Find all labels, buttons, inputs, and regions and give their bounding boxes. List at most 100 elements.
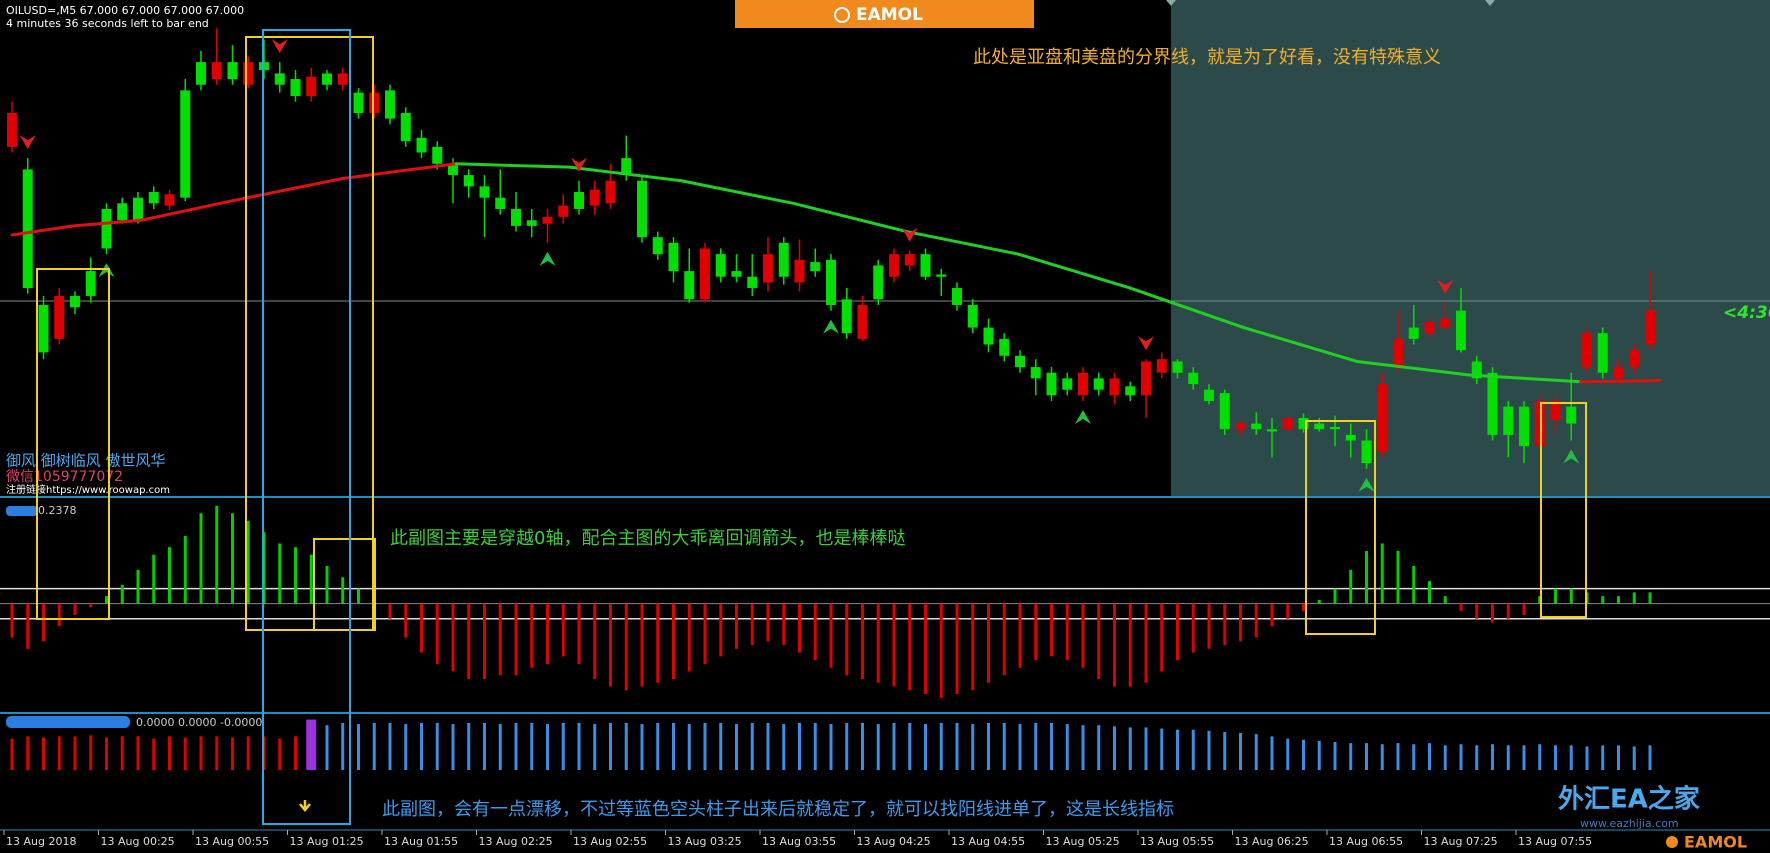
highlight-box: [1305, 420, 1376, 635]
candle-body: [1566, 406, 1577, 424]
logo-text: EAMOL: [856, 5, 923, 25]
candle-body: [1172, 361, 1183, 373]
candle-body: [810, 262, 821, 272]
candle-body: [1440, 318, 1451, 328]
marker: [1166, 0, 1176, 6]
time-label: 13 Aug 00:55: [195, 835, 269, 848]
candle-body: [85, 271, 96, 296]
moving-average: [1128, 286, 1246, 330]
candle-body: [180, 90, 191, 198]
candle-body: [369, 92, 380, 113]
time-label: 13 Aug 07:25: [1424, 835, 1498, 848]
candle-body: [1078, 372, 1088, 396]
candle-body: [684, 271, 695, 300]
candle-body: [1156, 359, 1167, 373]
candle-body: [1471, 361, 1482, 379]
candle-body: [542, 216, 553, 224]
candle-body: [432, 146, 443, 164]
corner-logo: EAMOL: [1684, 833, 1747, 852]
candle-body: [337, 73, 348, 85]
sell-arrow: [19, 135, 36, 150]
candle-body: [353, 92, 364, 113]
highlight-boxes: [36, 29, 1587, 825]
label-blur: [6, 716, 130, 728]
candle-body: [668, 242, 679, 272]
candle-body: [1219, 393, 1230, 430]
candle-body: [999, 338, 1010, 356]
moving-average: [341, 162, 458, 180]
down-arrow: [299, 800, 311, 812]
time-label: 13 Aug 06:55: [1329, 835, 1403, 848]
moving-average: [905, 230, 1020, 256]
moving-average: [679, 179, 795, 205]
candle-body: [1282, 417, 1293, 430]
candle-body: [1613, 367, 1624, 379]
candle-body: [1204, 389, 1214, 401]
candle-body: [794, 259, 805, 283]
highlight-box: [313, 538, 376, 631]
candle-body: [857, 304, 868, 339]
watermark: 微信1059777072: [6, 469, 123, 485]
candle-body: [652, 237, 663, 255]
moving-average: [1467, 373, 1583, 384]
watermark: 注册链接https://www.roowap.com: [6, 483, 170, 496]
candle-body: [1314, 423, 1325, 430]
label-blur: [6, 506, 38, 516]
buy-arrow: [98, 263, 115, 278]
candle-body: [1062, 378, 1073, 390]
candle-body: [621, 158, 632, 176]
time-axis: 13 Aug 2018 13 Aug 00:25 13 Aug 00:55 13 Au…: [3, 830, 1592, 848]
moving-average: [1579, 379, 1661, 384]
candle-body: [448, 163, 458, 176]
time-label: 13 Aug 06:25: [1235, 835, 1309, 848]
candle-body: [227, 62, 238, 80]
annotation: 此副图，会有一点漂移，不过等蓝色空头柱子出来后就稳定了，就可以找阳线进单了，这是…: [382, 799, 1174, 820]
candle-body: [1093, 378, 1104, 390]
symbol-line: OILUSD=,M5 67.000 67.000 67.000 67.000: [6, 4, 244, 17]
candle-body: [1109, 378, 1120, 396]
candle-body: [637, 180, 647, 238]
moving-average: [1355, 359, 1471, 377]
signal-bar: [306, 719, 317, 770]
indicator-value: 0.2378: [38, 504, 77, 517]
candle-body: [164, 194, 175, 206]
sell-arrow: [1437, 279, 1454, 294]
candle-body: [873, 265, 884, 300]
candle-body: [22, 169, 33, 289]
moving-average: [10, 224, 75, 237]
moving-average: [1016, 252, 1132, 290]
marker: [1485, 0, 1495, 6]
candle-body: [416, 137, 427, 153]
highlight-box: [245, 36, 374, 631]
candle-body: [1125, 386, 1136, 396]
sell-arrow: [271, 39, 288, 54]
bar-timer: 4 minutes 36 seconds left to bar end: [6, 17, 209, 30]
candle-body: [1267, 429, 1277, 432]
candle-body: [1345, 434, 1356, 441]
buy-arrow: [1358, 477, 1375, 492]
candle-body: [1030, 367, 1041, 379]
highlight-box: [36, 268, 110, 620]
sell-arrow: [571, 157, 587, 172]
candle-body: [1582, 333, 1592, 368]
candle-body: [558, 205, 569, 217]
candle-body: [763, 254, 773, 283]
time-label: 13 Aug 01:25: [290, 835, 364, 848]
candle-body: [243, 62, 254, 85]
moving-average: [791, 201, 909, 234]
moving-average: [454, 162, 572, 169]
candle-body: [400, 112, 411, 142]
candle-body: [117, 203, 128, 221]
candle-body: [322, 73, 332, 85]
sell-arrow: [901, 227, 918, 242]
moving-average: [229, 176, 345, 203]
highlight-box: [1540, 402, 1587, 618]
time-label: 13 Aug 00:25: [101, 835, 175, 848]
candle-body: [1456, 310, 1466, 351]
candle-body: [920, 254, 931, 277]
moving-average: [568, 165, 683, 183]
candle-body: [967, 304, 978, 328]
candle-body: [1645, 310, 1655, 345]
candle-body: [904, 254, 915, 266]
candle-body: [778, 242, 789, 277]
